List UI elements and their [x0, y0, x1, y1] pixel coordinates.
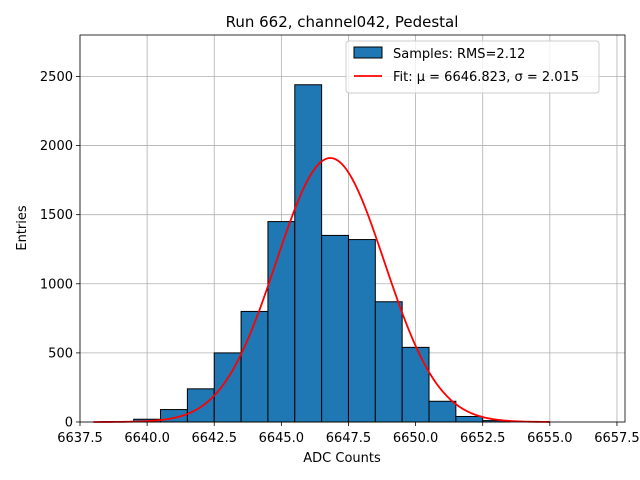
y-axis-ticks: 0 500 1000 1500 2000 2500	[40, 70, 80, 431]
y-tick-label: 1000	[40, 277, 73, 292]
x-tick-label: 6652.5	[460, 431, 506, 446]
x-tick-label: 6645.0	[259, 431, 305, 446]
histogram-bar	[240, 310, 269, 423]
histogram-bar	[347, 239, 376, 423]
legend-box	[345, 40, 600, 94]
plot-frame	[79, 34, 626, 423]
y-tick-label: 1500	[40, 208, 73, 223]
x-tick-label: 6650.0	[393, 431, 439, 446]
legend-samples-swatch	[353, 46, 383, 59]
y-tick-label: 2000	[40, 139, 73, 154]
x-tick-label: 6637.5	[57, 431, 103, 446]
legend-samples-label: Samples: RMS=2.12	[393, 47, 525, 62]
histogram-bars	[133, 84, 511, 423]
x-tick-label: 6647.5	[326, 431, 372, 446]
histogram-bar	[455, 415, 484, 423]
histogram-bar	[294, 84, 323, 423]
histogram-bar	[321, 234, 349, 423]
y-axis-label: Entries	[15, 205, 30, 251]
x-tick-label: 6640.0	[124, 431, 170, 446]
x-tick-label: 6642.5	[191, 431, 237, 446]
x-axis-ticks: 6637.5 6640.0 6642.5 6645.0 6647.5 6650.0 6652…	[57, 422, 640, 446]
y-tick-label: 0	[65, 416, 73, 431]
chart-title: Run 662, channel042, Pedestal	[226, 13, 459, 31]
histogram-bar	[428, 400, 457, 423]
y-tick-label: 2500	[40, 70, 73, 85]
fit-curve-layer	[93, 157, 550, 423]
histogram-bar	[267, 221, 296, 423]
x-axis-label: ADC Counts	[303, 451, 381, 466]
x-tick-label: 6657.5	[594, 431, 640, 446]
histogram-bar	[401, 346, 430, 423]
legend: Samples: RMS=2.12 Fit: μ = 6646.823, σ =…	[345, 40, 600, 94]
histogram-bar	[186, 388, 215, 423]
legend-fit-label: Fit: μ = 6646.823, σ = 2.015	[393, 70, 579, 85]
fit-curve	[93, 157, 550, 423]
y-tick-label: 500	[48, 346, 73, 361]
x-tick-label: 6655.0	[527, 431, 573, 446]
histogram-bar	[374, 301, 403, 423]
